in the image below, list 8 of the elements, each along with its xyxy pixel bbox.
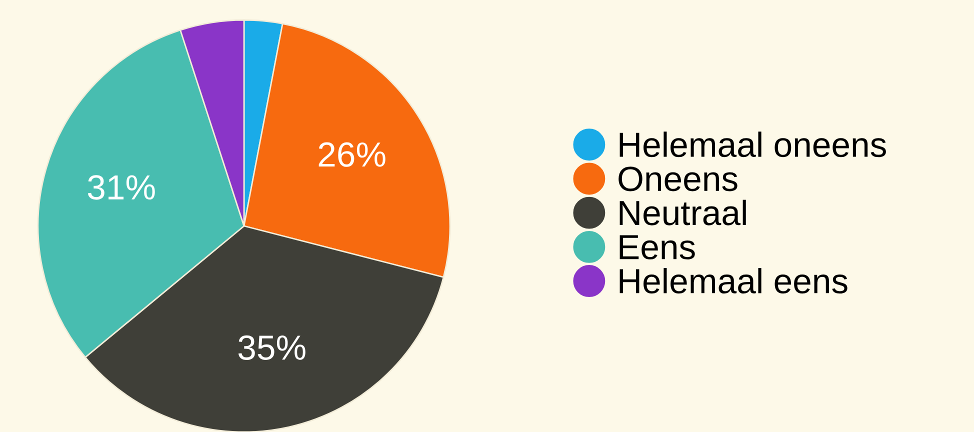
legend-label: Helemaal eens — [620, 268, 848, 294]
data-label: 31% — [88, 175, 155, 200]
legend-label: Helemaal oneens — [620, 132, 886, 158]
legend-label: Oneens — [618, 166, 738, 192]
data-label: 35% — [238, 335, 306, 360]
legend-label: Eens — [620, 235, 695, 260]
data-label: 26% — [318, 142, 386, 167]
legend-label: Neutraal — [620, 200, 746, 226]
